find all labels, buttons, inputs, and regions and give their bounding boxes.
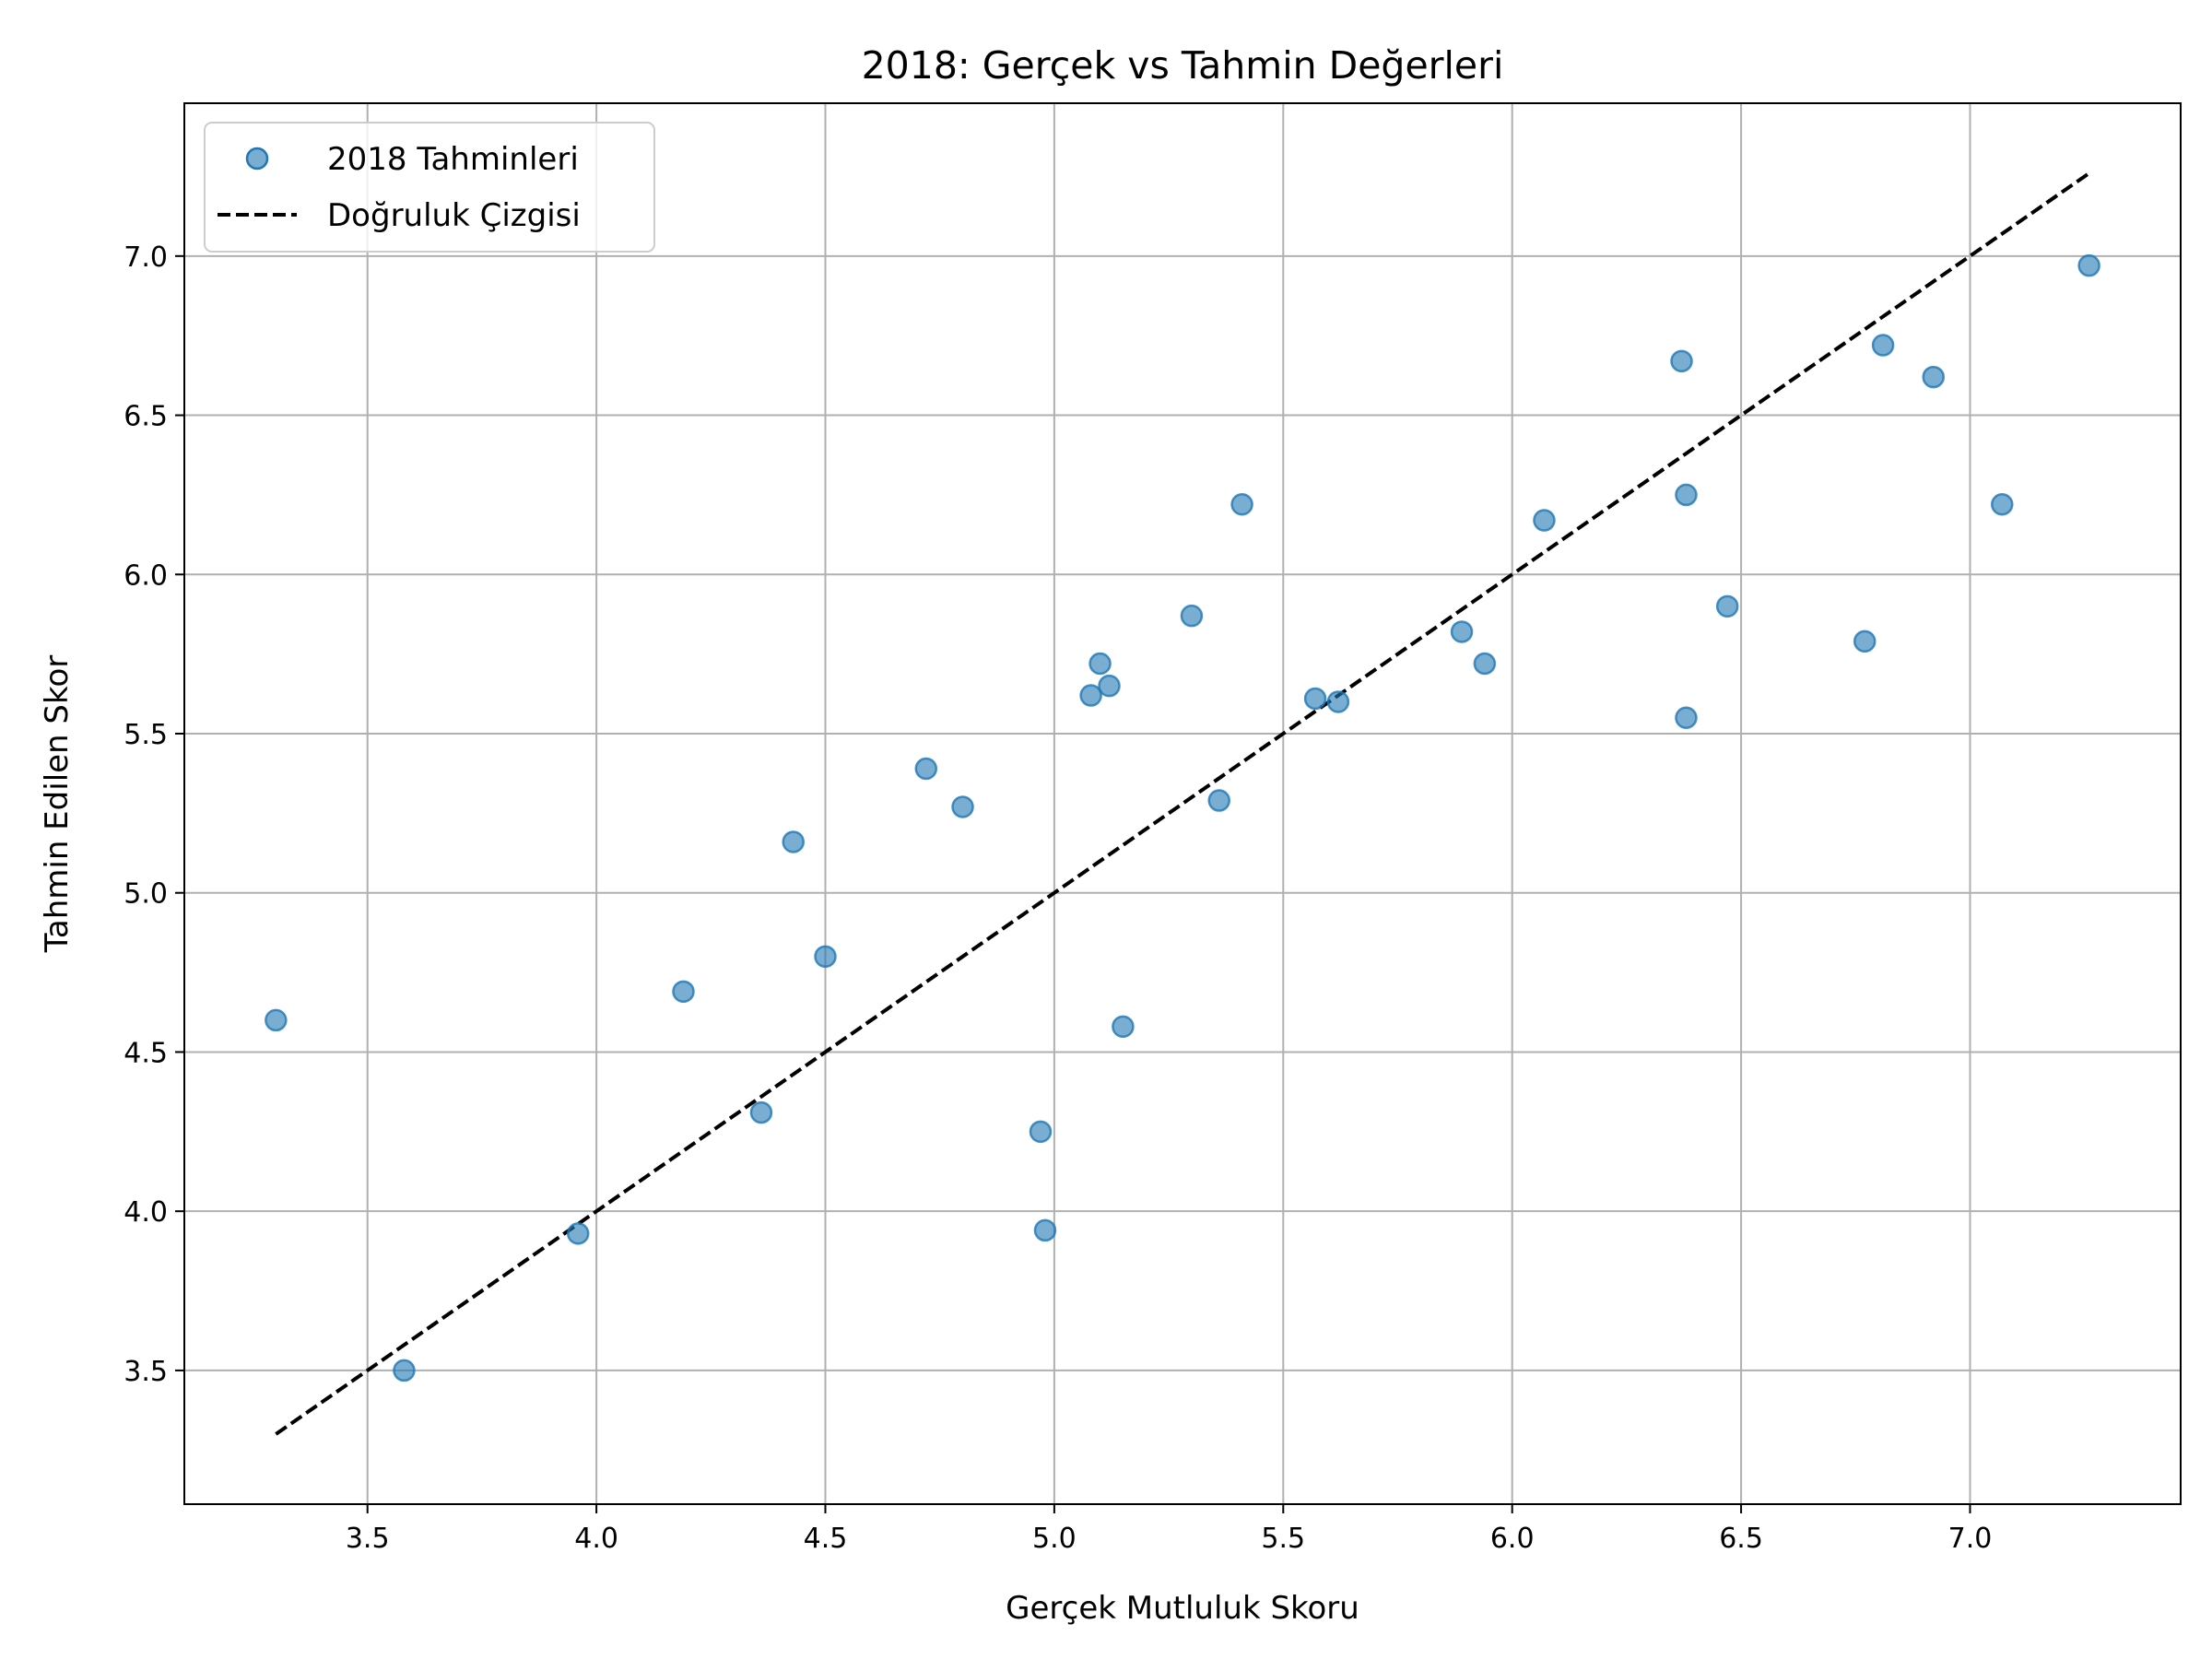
scatter-point — [672, 980, 695, 1004]
scatter-point — [393, 1359, 416, 1382]
legend-marker-scatter — [245, 147, 269, 171]
y-tick-label: 3.5 — [124, 1356, 168, 1388]
y-tick-label: 4.0 — [124, 1196, 168, 1229]
scatter-point — [1533, 509, 1556, 532]
scatter-point — [1871, 334, 1895, 357]
legend-label-predictions: 2018 Tahminleri — [327, 141, 579, 178]
scatter-point — [1670, 349, 1693, 373]
scatter-point — [1450, 620, 1474, 643]
y-tick-label: 6.0 — [124, 559, 168, 592]
x-tick-label: 7.0 — [1948, 1523, 1993, 1555]
chart-title: 2018: Gerçek vs Tahmin Değerleri — [862, 43, 1504, 88]
axis-ticks: 3.5 4.0 4.5 5.0 5.5 6.0 6.5 7.0 3.5 4.0 4.5 5.0 5.5 6… — [124, 241, 1992, 1555]
scatter-point — [1853, 629, 1877, 653]
scatter-point — [1112, 1015, 1135, 1039]
scatter-point — [1033, 1218, 1057, 1242]
scatter-point — [1922, 365, 1945, 389]
scatter-point — [1079, 684, 1102, 707]
scatter-point — [782, 830, 805, 853]
x-tick-label: 5.0 — [1032, 1523, 1077, 1555]
scatter-point — [814, 945, 837, 969]
scatter-point — [1326, 690, 1350, 713]
legend-box — [204, 122, 655, 253]
plot-area-frame — [183, 102, 2182, 1505]
y-tick-label: 4.5 — [124, 1037, 168, 1069]
scatter-point — [1675, 483, 1698, 507]
x-tick-label: 6.0 — [1490, 1523, 1535, 1555]
scatter-point — [1230, 493, 1253, 516]
scatter-point — [749, 1100, 773, 1124]
data-points — [265, 253, 2100, 1382]
scatter-point — [1029, 1120, 1053, 1144]
scatter-point — [1991, 493, 2014, 516]
x-tick-label: 4.0 — [574, 1523, 618, 1555]
scatter-point — [951, 795, 974, 818]
y-tick-label: 6.5 — [124, 401, 168, 433]
scatter-point — [1098, 674, 1121, 698]
scatter-point — [2077, 253, 2100, 277]
x-tick-label: 3.5 — [346, 1523, 390, 1555]
scatter-point — [1088, 652, 1112, 676]
x-tick-label: 4.5 — [804, 1523, 848, 1555]
y-tick-label: 7.0 — [124, 241, 168, 274]
scatter-point — [1473, 652, 1497, 676]
legend: 2018 Tahminleri Doğruluk Çizgisi — [204, 122, 655, 253]
x-tick-label: 5.5 — [1261, 1523, 1305, 1555]
scatter-point — [914, 757, 938, 781]
y-tick-label: 5.0 — [124, 878, 168, 911]
scatter-point — [566, 1222, 590, 1245]
scatter-point — [1303, 687, 1327, 711]
y-axis-label: Tahmin Edilen Skor — [39, 655, 76, 954]
y-tick-label: 5.5 — [124, 719, 168, 751]
scatter-point — [1207, 789, 1230, 812]
legend-label-accuracy-line: Doğruluk Çizgisi — [327, 197, 581, 234]
scatter-point — [265, 1008, 288, 1032]
scatter-point — [1675, 706, 1698, 729]
scatter-point — [1180, 604, 1204, 628]
x-tick-label: 6.5 — [1719, 1523, 1763, 1555]
grid — [184, 103, 2181, 1504]
scatter-point — [1715, 594, 1739, 618]
x-axis-label: Gerçek Mutluluk Skoru — [1006, 1590, 1359, 1627]
